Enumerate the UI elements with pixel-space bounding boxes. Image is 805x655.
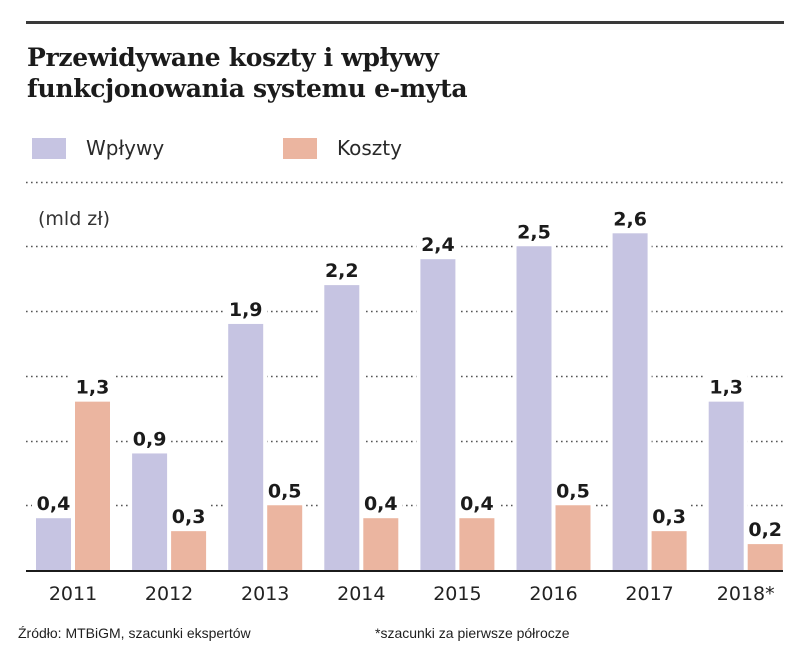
- value-label: 0,2: [748, 519, 782, 541]
- x-tick-label: 2014: [337, 583, 385, 605]
- bar-koszty-2012: [171, 531, 207, 570]
- value-label: 0,4: [460, 493, 494, 515]
- source-note: Źródło: MTBiGM, szacunki ekspertów: [18, 625, 251, 641]
- x-tick-label: 2015: [433, 583, 481, 605]
- bar-koszty-2013: [267, 505, 303, 570]
- y-axis-unit-label: (mld zł): [38, 208, 111, 230]
- legend-item-wplywy: Wpływy: [32, 136, 164, 160]
- bar-koszty-2011: [75, 401, 110, 570]
- x-axis-tick-labels: 2011 2012 2013 2014 2015 2016 2017 2018*: [49, 583, 775, 605]
- value-label: 0,9: [133, 428, 167, 450]
- x-tick-label: 2013: [241, 583, 289, 605]
- value-label: 0,5: [268, 480, 302, 502]
- bar-wpywy-2018: [708, 401, 744, 570]
- value-label: 0,4: [364, 493, 398, 515]
- bar-koszty-2016: [555, 505, 591, 570]
- legend-label-wplywy: Wpływy: [86, 136, 165, 160]
- value-label: 2,5: [517, 221, 551, 243]
- value-label: 0,3: [652, 506, 686, 528]
- value-label: 0,5: [556, 480, 590, 502]
- value-label: 1,3: [76, 377, 110, 399]
- bar-wpywy-2016: [516, 246, 552, 570]
- bar-koszty-2018: [747, 544, 783, 570]
- bar-wpywy-2014: [324, 285, 360, 570]
- bar-wpywy-2011: [36, 518, 71, 570]
- top-rule: [26, 21, 784, 24]
- bars: [32, 205, 787, 571]
- bar-koszty-2015: [459, 518, 495, 570]
- value-label: 1,9: [229, 299, 263, 321]
- legend-swatch-wplywy: [32, 137, 66, 159]
- bar-wpywy-2012: [132, 453, 168, 570]
- chart-title-line-2: funkcjonowania systemu e-myta: [27, 74, 468, 103]
- bar-wpywy-2017: [612, 233, 648, 571]
- legend-swatch-koszty: [283, 137, 317, 159]
- x-tick-label: 2012: [145, 583, 193, 605]
- value-label: 0,3: [172, 506, 206, 528]
- value-labels: 0,4 1,3 0,9 0,3 1,9 0,5 2,2 0,4 2,4 0,4 2,5 0,5 2,6 0…: [37, 208, 782, 541]
- x-tick-label: 2016: [529, 583, 577, 605]
- bar-koszty-2014: [363, 518, 399, 570]
- value-label: 2,4: [421, 234, 455, 256]
- value-label: 1,3: [709, 377, 743, 399]
- bar-wpywy-2013: [228, 323, 264, 570]
- x-tick-label: 2017: [625, 583, 673, 605]
- chart-title-line-1: Przewidywane koszty i wpływy: [27, 43, 439, 72]
- x-tick-label: 2018*: [717, 583, 775, 605]
- value-label: 2,6: [613, 208, 647, 230]
- bar-koszty-2017: [651, 531, 687, 570]
- legend-item-koszty: Koszty: [283, 136, 402, 160]
- footnote: *szacunki za pierwsze półrocze: [375, 625, 570, 641]
- value-label: 0,4: [37, 493, 71, 515]
- bar-wpywy-2015: [420, 259, 456, 570]
- x-tick-label: 2011: [49, 583, 97, 605]
- legend-label-koszty: Koszty: [337, 136, 402, 160]
- value-label: 2,2: [325, 260, 359, 282]
- chart-title: Przewidywane koszty i wpływy funkcjonowa…: [27, 42, 468, 104]
